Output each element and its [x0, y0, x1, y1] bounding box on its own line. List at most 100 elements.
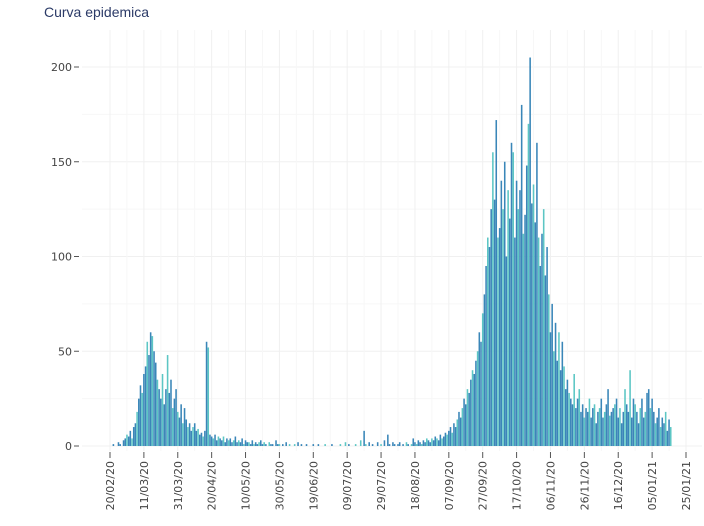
bar — [548, 294, 550, 446]
bar — [214, 434, 216, 446]
bar — [514, 237, 516, 446]
bar — [585, 408, 587, 446]
bar — [237, 440, 240, 446]
bar — [666, 430, 669, 446]
bar — [610, 411, 613, 446]
bar — [231, 442, 233, 446]
bar — [636, 411, 638, 446]
bar — [197, 428, 199, 446]
bar — [654, 423, 657, 446]
bar — [517, 209, 520, 447]
bar — [580, 411, 582, 446]
bar — [188, 423, 191, 446]
bar — [454, 427, 457, 446]
bar — [617, 417, 620, 446]
bar — [629, 370, 631, 446]
bar — [669, 427, 672, 446]
bar — [659, 427, 662, 446]
x-tick-label: 10/05/20 — [240, 461, 253, 510]
bar — [546, 247, 548, 446]
bar — [132, 427, 135, 446]
bar — [212, 438, 215, 446]
bar — [556, 360, 559, 446]
bar — [207, 347, 210, 446]
bar — [126, 434, 128, 446]
bar — [219, 438, 221, 446]
bar — [637, 423, 640, 446]
bar — [588, 398, 591, 447]
bar — [392, 442, 394, 446]
x-tick-label: 20/04/20 — [206, 461, 219, 510]
bar — [446, 434, 448, 446]
bar — [664, 411, 667, 446]
bar — [122, 440, 125, 446]
bar — [397, 444, 399, 446]
x-tick-label: 05/01/21 — [646, 461, 659, 510]
grid-layer — [82, 30, 702, 451]
bar — [414, 442, 416, 446]
bar — [210, 436, 213, 446]
bar — [658, 408, 660, 446]
bar — [288, 444, 291, 446]
bar — [417, 440, 420, 446]
bar — [222, 436, 225, 446]
bar — [380, 444, 382, 446]
bar — [178, 417, 181, 446]
bar — [127, 436, 130, 446]
bar — [239, 442, 242, 446]
bar — [612, 408, 614, 446]
bar — [202, 436, 204, 446]
bar — [205, 341, 208, 446]
bar — [204, 430, 206, 446]
bar — [549, 332, 552, 446]
bar — [134, 423, 137, 446]
bar — [597, 411, 599, 446]
x-tick-label: 11/03/20 — [138, 461, 151, 510]
bar — [136, 411, 138, 446]
bar — [185, 419, 188, 446]
x-tick-label: 31/03/20 — [172, 461, 185, 510]
bar — [149, 332, 152, 446]
bar — [461, 408, 464, 446]
bar — [199, 434, 201, 446]
bar — [131, 438, 133, 446]
bar — [144, 366, 147, 446]
x-tick-label: 16/12/20 — [612, 461, 625, 510]
bar — [226, 438, 228, 446]
bar — [527, 123, 530, 446]
bar — [544, 275, 547, 446]
bar — [553, 351, 555, 446]
bar — [510, 142, 513, 447]
bar — [282, 444, 284, 446]
bar — [275, 440, 277, 446]
bar — [575, 408, 577, 446]
bar — [388, 444, 391, 446]
bar — [187, 427, 189, 446]
bar — [339, 444, 342, 446]
bar — [619, 408, 621, 446]
bar — [646, 392, 648, 446]
x-tick-label: 30/05/20 — [273, 461, 286, 510]
bar — [368, 442, 370, 446]
bar — [263, 442, 265, 446]
bar — [276, 444, 279, 446]
bar — [180, 404, 182, 446]
bar — [503, 161, 506, 446]
bar — [154, 362, 157, 446]
bar — [410, 444, 413, 446]
x-tick-label: 19/06/20 — [307, 461, 320, 510]
bar — [498, 228, 501, 446]
x-tick-label: 17/10/20 — [511, 461, 524, 510]
bar — [224, 442, 226, 446]
bar — [497, 237, 499, 446]
bar — [173, 398, 176, 447]
bar — [571, 404, 574, 446]
bar — [317, 444, 320, 446]
x-tick-label: 18/08/20 — [409, 461, 422, 510]
bar — [293, 444, 296, 446]
bar — [124, 438, 127, 446]
bar — [221, 440, 223, 446]
bar — [639, 408, 642, 446]
bar — [590, 417, 592, 446]
bar — [534, 222, 536, 446]
